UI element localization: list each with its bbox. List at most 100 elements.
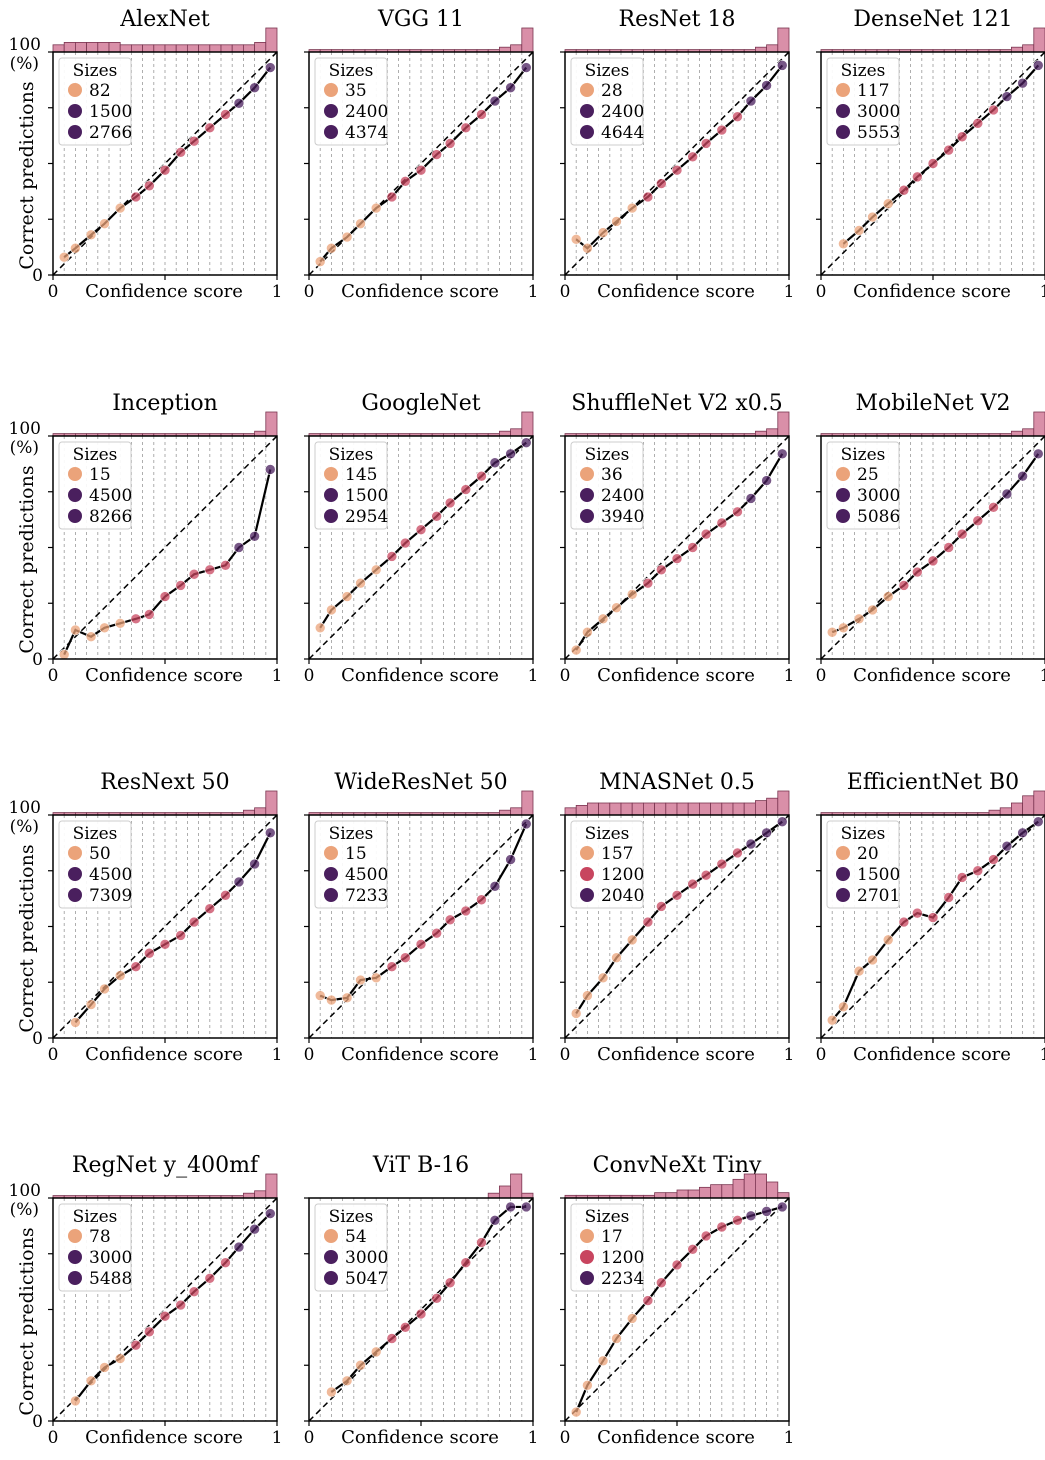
data-point xyxy=(220,889,231,901)
legend-marker xyxy=(324,846,338,860)
data-point xyxy=(175,930,186,941)
data-point xyxy=(400,1322,411,1333)
data-point xyxy=(70,624,81,636)
data-point xyxy=(716,858,728,870)
data-point xyxy=(233,876,245,888)
data-point xyxy=(597,613,609,625)
legend-marker xyxy=(836,125,850,139)
data-point xyxy=(175,147,186,158)
data-point xyxy=(415,164,427,176)
data-point xyxy=(476,1237,487,1248)
legend-title: Sizes xyxy=(841,445,886,465)
legend-marker xyxy=(836,104,850,118)
data-point xyxy=(188,568,200,580)
data-point xyxy=(988,104,999,116)
perfect-calibration-line xyxy=(820,51,1045,276)
histogram-bar xyxy=(654,802,667,816)
legend-marker xyxy=(324,488,338,502)
legend-box xyxy=(58,441,132,530)
data-point xyxy=(341,992,353,1004)
x-tick-label: 0 xyxy=(560,1045,571,1065)
histogram-bar xyxy=(1022,44,1035,53)
data-point xyxy=(943,542,954,553)
data-point xyxy=(611,216,622,227)
data-point xyxy=(1017,77,1028,89)
histogram-bar xyxy=(710,1184,723,1199)
data-point xyxy=(882,591,894,602)
histogram-bar xyxy=(175,44,188,53)
x-tick-label: 0 xyxy=(560,1428,571,1448)
data-point xyxy=(314,256,326,267)
legend-size-label: 8266 xyxy=(89,507,132,527)
legend-box xyxy=(570,1203,644,1292)
legend-box xyxy=(570,820,644,909)
y-tick-label: 100 xyxy=(9,1181,41,1201)
data-point xyxy=(687,542,698,553)
data-point xyxy=(732,1215,743,1226)
data-point xyxy=(249,858,260,870)
x-axis-label: Confidence score xyxy=(341,281,499,302)
data-point xyxy=(114,618,126,629)
legend-size-label: 3940 xyxy=(601,507,644,527)
legend-size-label: 5086 xyxy=(857,507,900,527)
legend-marker xyxy=(580,509,594,523)
data-point xyxy=(826,626,838,638)
panel-title: EfficientNet B0 xyxy=(847,770,1019,795)
legend-size-label: 5488 xyxy=(89,1269,132,1289)
x-axis-label: Confidence score xyxy=(341,1044,499,1065)
data-point xyxy=(520,437,532,448)
legend-title: Sizes xyxy=(329,1207,374,1227)
data-point xyxy=(444,497,456,509)
x-axis-label: Confidence score xyxy=(85,1044,243,1065)
y-unit-label: (%) xyxy=(10,817,39,837)
data-point xyxy=(853,965,865,977)
histogram-bar xyxy=(63,42,76,53)
x-tick-label: 0 xyxy=(304,666,315,686)
data-point xyxy=(927,912,939,923)
data-point xyxy=(144,947,155,959)
data-point xyxy=(853,225,865,236)
legend-marker xyxy=(580,488,594,502)
data-point xyxy=(188,1286,200,1297)
data-point xyxy=(220,109,231,120)
x-tick-label: 0 xyxy=(560,282,571,302)
perfect-calibration-line xyxy=(52,435,278,660)
panel-convnext-tiny: ConvNeXt Tiny 0 1 Confidence score Sizes1712… xyxy=(560,1153,795,1448)
data-point xyxy=(326,1386,337,1398)
histogram-bar xyxy=(598,802,611,816)
data-point xyxy=(956,528,968,540)
data-point xyxy=(326,242,337,254)
data-point xyxy=(341,591,353,602)
x-tick-label: 1 xyxy=(272,1045,283,1065)
data-point xyxy=(460,1257,472,1268)
legend-marker xyxy=(68,83,82,97)
data-point xyxy=(912,566,923,578)
legend-marker xyxy=(68,1271,82,1285)
histogram-bar xyxy=(721,1184,734,1199)
data-point xyxy=(233,542,245,553)
histogram-bar xyxy=(521,411,534,437)
data-point xyxy=(431,927,442,939)
data-point xyxy=(431,149,442,160)
legend-marker xyxy=(580,846,594,860)
data-point xyxy=(314,990,326,1001)
data-point xyxy=(355,577,366,589)
panel-title: ViT B-16 xyxy=(372,1153,469,1178)
data-point xyxy=(671,1259,683,1271)
x-axis-label: Confidence score xyxy=(597,281,755,302)
legend-title: Sizes xyxy=(585,824,630,844)
data-point xyxy=(444,138,456,149)
data-point xyxy=(642,1295,654,1306)
x-axis-label: Confidence score xyxy=(597,1044,755,1065)
panel-title: RegNet y_400mf xyxy=(72,1153,260,1178)
histogram-bar xyxy=(1033,790,1045,816)
data-point xyxy=(642,577,654,589)
panel-title: WideResNet 50 xyxy=(334,770,507,795)
data-point xyxy=(204,564,216,576)
data-point xyxy=(249,531,260,542)
x-axis-label: Confidence score xyxy=(853,665,1011,686)
data-point xyxy=(130,191,142,203)
